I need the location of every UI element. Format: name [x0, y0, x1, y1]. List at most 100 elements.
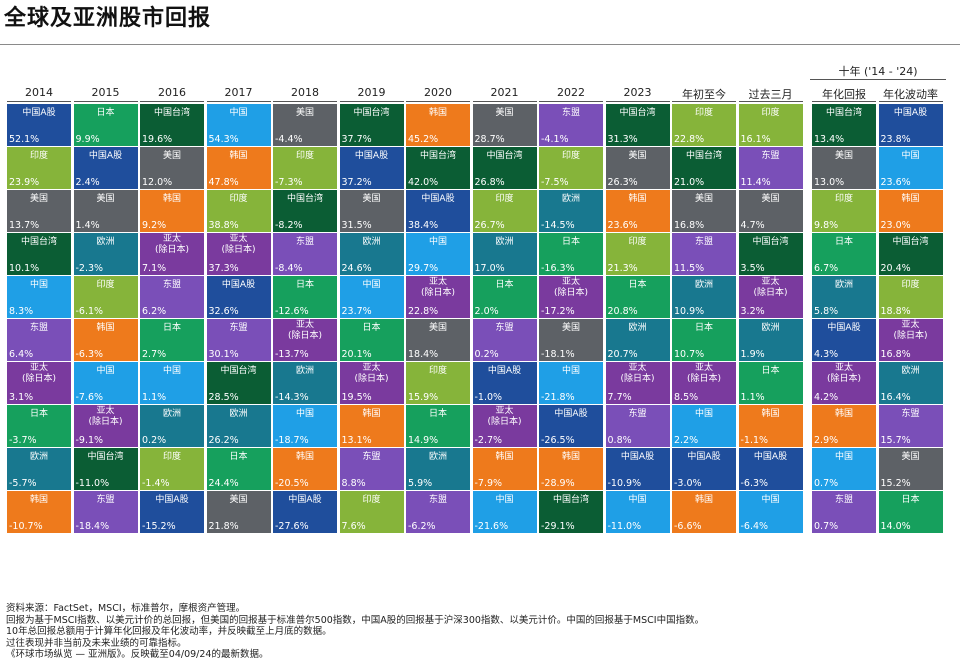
cell-market-label: 美国 — [29, 194, 48, 204]
cell-market-label: 欧洲 — [96, 237, 115, 247]
quilt-cell: 印度 -6.1% — [73, 276, 138, 318]
cell-market-label: 印度 — [901, 280, 920, 290]
cell-return-value: 18.8% — [880, 305, 911, 317]
cell-return-value: 10.9% — [674, 305, 705, 317]
quilt-cell: 日本 14.9% — [406, 405, 470, 447]
cell-return-value: 23.7% — [341, 305, 372, 317]
quilt-cell: 韩国 -10.7% — [7, 491, 71, 533]
quilt-cell: 印度 26.7% — [472, 190, 537, 232]
quilt-cell: 欧洲 -14.5% — [539, 190, 603, 232]
cell-market-label: 日本 — [694, 323, 713, 333]
quilt-cell: 韩国 -6.3% — [73, 319, 138, 361]
cell-return-value: 13.0% — [814, 176, 845, 188]
quilt-cell: 中国A股 -27.6% — [273, 491, 337, 533]
quilt-cell: 日本 6.7% — [812, 233, 876, 275]
cell-market-label: 韩国 — [362, 409, 381, 419]
cell-market-label: 亚太 (除日本) — [487, 406, 522, 427]
quilt-cell: 美国 -18.1% — [539, 319, 603, 361]
cell-return-value: 1.1% — [740, 391, 765, 403]
cell-return-value: 23.0% — [880, 219, 911, 231]
cell-market-label: 中国A股 — [288, 495, 322, 505]
quilt-cell: 美国 26.3% — [605, 147, 670, 189]
cell-market-label: 中国台湾 — [20, 237, 57, 247]
quilt-cell: 欧洲 1.9% — [738, 319, 803, 361]
cell-return-value: 4.3% — [814, 348, 839, 360]
cell-market-label: 日本 — [628, 280, 647, 290]
cell-market-label: 亚太 (除日本) — [620, 363, 655, 384]
cell-return-value: 28.5% — [208, 391, 239, 403]
quilt-cell: 中国台湾 20.4% — [878, 233, 943, 275]
cell-market-label: 美国 — [628, 151, 647, 161]
cell-market-label: 东盟 — [901, 409, 920, 419]
quilt-cell: 中国台湾 -11.0% — [73, 448, 138, 490]
cell-return-value: 15.9% — [408, 391, 439, 403]
cell-return-value: -5.7% — [9, 477, 37, 489]
cell-market-label: 日本 — [834, 237, 853, 247]
quilt-cell: 中国台湾 -29.1% — [539, 491, 603, 533]
cell-market-label: 中国A股 — [421, 194, 455, 204]
cell-market-label: 亚太 (除日本) — [826, 363, 862, 384]
cell-return-value: -4.4% — [275, 133, 303, 145]
column-header: 2014 — [25, 86, 53, 99]
column-header: 2015 — [91, 86, 120, 99]
cell-return-value: 22.8% — [408, 305, 439, 317]
quilt-cell: 印度 21.3% — [605, 233, 670, 275]
column-header: 2019 — [357, 86, 386, 99]
quilt-cell: 中国 -7.6% — [73, 362, 138, 404]
quilt-cell: 中国台湾 31.3% — [605, 104, 670, 146]
quilt-cell: 欧洲 5.8% — [812, 276, 876, 318]
cell-market-label: 美国 — [495, 108, 514, 118]
quilt-cell: 印度 -7.3% — [273, 147, 337, 189]
cell-return-value: 3.1% — [9, 391, 34, 403]
cell-return-value: -3.7% — [9, 434, 37, 446]
quilt-cell: 日本 24.4% — [206, 448, 271, 490]
cell-return-value: 0.7% — [814, 477, 839, 489]
footnote-line: 10年总回报总额用于计算年化回报及年化波动率，并反映截至上月底的数据。 — [6, 626, 332, 638]
quilt-cell: 美国 -4.4% — [273, 104, 337, 146]
cell-market-label: 东盟 — [561, 108, 580, 118]
cell-market-label: 中国A股 — [893, 108, 928, 118]
quilt-cell: 亚太 (除日本) 16.8% — [878, 319, 943, 361]
quilt-cell: 韩国 -7.9% — [472, 448, 537, 490]
cell-return-value: 7.1% — [142, 262, 167, 274]
cell-market-label: 美国 — [295, 108, 314, 118]
cell-return-value: -6.3% — [740, 477, 769, 489]
quilt-cell: 中国台湾 26.8% — [472, 147, 537, 189]
column-header-underline — [878, 101, 943, 102]
cell-market-label: 日本 — [96, 108, 115, 118]
cell-market-label: 东盟 — [694, 237, 713, 247]
cell-return-value: 54.3% — [208, 133, 239, 145]
quilt-cell: 日本 -16.3% — [539, 233, 603, 275]
column-header-underline — [7, 101, 71, 102]
cell-return-value: -6.2% — [408, 520, 436, 532]
cell-market-label: 中国A股 — [753, 452, 788, 462]
column-header-underline — [539, 101, 603, 102]
column-header: 年初至今 — [682, 88, 726, 101]
quilt-cell: 东盟 -18.4% — [73, 491, 138, 533]
quilt-cell: 印度 -1.4% — [140, 448, 204, 490]
quilt-cell: 亚太 (除日本) 7.1% — [140, 233, 204, 275]
quilt-cell: 东盟 6.2% — [140, 276, 204, 318]
cell-return-value: 20.7% — [607, 348, 638, 360]
group-header-underline — [810, 79, 946, 80]
cell-market-label: 欧洲 — [29, 452, 48, 462]
cell-market-label: 中国台湾 — [87, 452, 124, 462]
cell-market-label: 韩国 — [96, 323, 115, 333]
cell-return-value: 11.4% — [740, 176, 771, 188]
cell-return-value: -18.7% — [275, 434, 309, 446]
quilt-cell: 美国 13.7% — [7, 190, 71, 232]
cell-return-value: 21.0% — [674, 176, 705, 188]
quilt-cell: 日本 20.1% — [339, 319, 404, 361]
cell-return-value: 42.0% — [408, 176, 439, 188]
cell-return-value: 16.8% — [880, 348, 911, 360]
quilt-cell: 韩国 -6.6% — [672, 491, 736, 533]
cell-return-value: -12.6% — [275, 305, 309, 317]
cell-return-value: 37.3% — [208, 262, 239, 274]
cell-market-label: 中国A股 — [827, 323, 861, 333]
column-header: 2016 — [158, 86, 186, 99]
column-header-underline — [406, 101, 470, 102]
cell-market-label: 东盟 — [834, 495, 853, 505]
cell-market-label: 东盟 — [162, 280, 181, 290]
column-header-underline — [339, 101, 404, 102]
cell-market-label: 欧洲 — [428, 452, 447, 462]
